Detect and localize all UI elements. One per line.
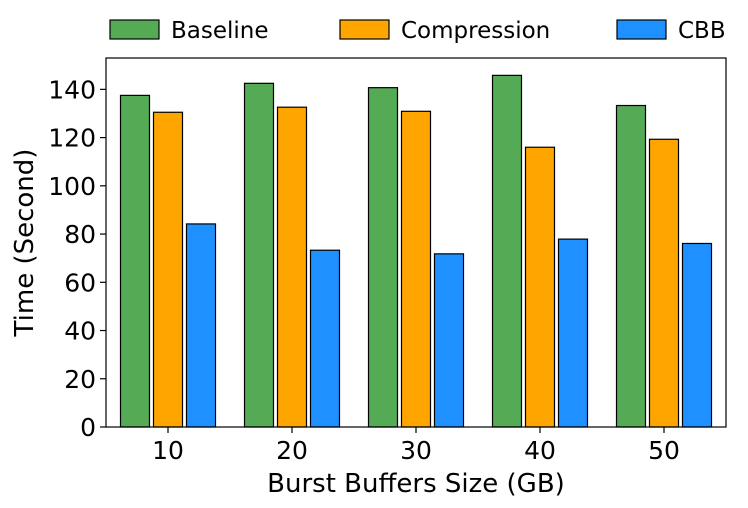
bar-cbb-40 <box>557 238 589 428</box>
legend-label: Compression <box>401 18 550 44</box>
bar-baseline-30 <box>367 87 399 428</box>
bar-cbb-50 <box>681 242 713 428</box>
y-tick-label: 80 <box>64 220 96 249</box>
legend-label: Baseline <box>171 18 269 44</box>
y-tick-label: 100 <box>48 172 96 201</box>
x-tick-label: 40 <box>524 436 556 465</box>
legend-swatch <box>109 19 160 40</box>
legend: Baseline Compression CBB <box>109 18 726 44</box>
legend-item-compression: Compression <box>339 18 550 44</box>
bar-compression-40 <box>524 146 556 428</box>
legend-label: CBB <box>678 18 726 44</box>
bar-cbb-10 <box>185 223 217 428</box>
y-tick-label: 0 <box>80 413 96 442</box>
bar-cbb-20 <box>309 249 341 428</box>
bar-group <box>119 74 713 428</box>
legend-swatch <box>616 19 667 40</box>
y-tick-label: 120 <box>48 124 96 153</box>
y-tick-label: 60 <box>64 268 96 297</box>
bar-compression-20 <box>276 106 308 428</box>
bar-baseline-40 <box>491 74 523 428</box>
y-axis-title: Time (Second) <box>10 149 40 338</box>
bar-compression-10 <box>152 111 184 428</box>
x-tick-label: 30 <box>400 436 432 465</box>
bar-baseline-50 <box>615 104 647 428</box>
legend-item-baseline: Baseline <box>109 18 269 44</box>
x-tick-label: 50 <box>648 436 680 465</box>
y-tick-label: 40 <box>64 317 96 346</box>
x-tick-label: 20 <box>276 436 308 465</box>
bar-compression-50 <box>648 138 680 428</box>
bar-baseline-20 <box>243 82 275 428</box>
bar-compression-30 <box>400 110 432 428</box>
bar-baseline-10 <box>119 94 151 428</box>
x-axis-title: Burst Buffers Size (GB) <box>267 469 565 499</box>
bar-cbb-30 <box>433 253 465 428</box>
legend-item-cbb: CBB <box>616 18 726 44</box>
y-tick-label: 20 <box>64 365 96 394</box>
x-axis: 10 20 30 40 50 <box>152 427 680 465</box>
y-axis: 0 20 40 60 80 100 120 140 <box>48 75 106 442</box>
y-tick-label: 140 <box>48 75 96 104</box>
legend-swatch <box>339 19 390 40</box>
x-tick-label: 10 <box>152 436 184 465</box>
